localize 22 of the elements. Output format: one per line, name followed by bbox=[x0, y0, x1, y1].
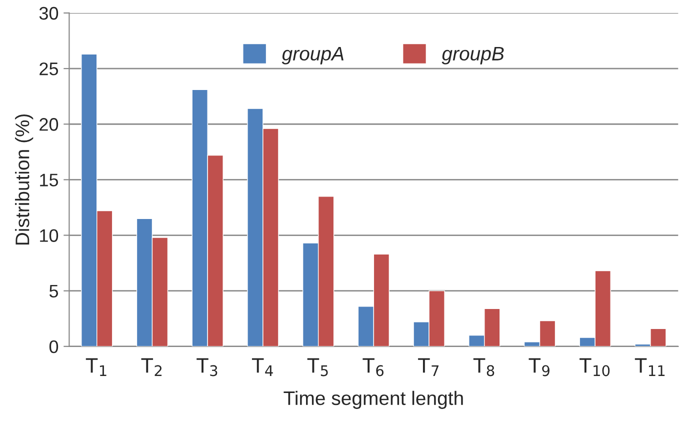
x-tick-label: T$_{7}$ bbox=[418, 358, 439, 376]
y-axis-title: Distribution (%) bbox=[15, 114, 34, 245]
y-tick-label: 5 bbox=[49, 284, 58, 298]
x-tick-label: T$_{8}$ bbox=[473, 358, 494, 376]
y-tick-label: 0 bbox=[49, 340, 58, 354]
x-tick-label: T$_{10}$ bbox=[580, 358, 610, 376]
y-tick-label: 20 bbox=[40, 118, 58, 131]
x-tick-label: T$_{4}$ bbox=[252, 358, 273, 376]
x-tick-label: T$_{3}$ bbox=[196, 358, 218, 376]
x-tick-label: T$_{11}$ bbox=[634, 358, 665, 376]
y-tick-label: 15 bbox=[40, 174, 58, 186]
y-tick-label: 10 bbox=[40, 229, 58, 242]
x-tick-label: T$_{9}$ bbox=[528, 358, 550, 376]
x-tick-label: T$_{2}$ bbox=[141, 358, 162, 376]
legend-label: groupA bbox=[282, 46, 344, 64]
legend-label: groupB bbox=[442, 46, 504, 64]
y-tick-label: 25 bbox=[40, 62, 58, 76]
y-tick-label: 30 bbox=[39, 6, 58, 20]
x-tick-label: T$_{1}$ bbox=[86, 358, 106, 376]
x-axis-title: Time segment length bbox=[284, 390, 463, 409]
x-tick-label: T$_{5}$ bbox=[307, 358, 328, 376]
x-tick-label: T$_{6}$ bbox=[362, 358, 384, 376]
